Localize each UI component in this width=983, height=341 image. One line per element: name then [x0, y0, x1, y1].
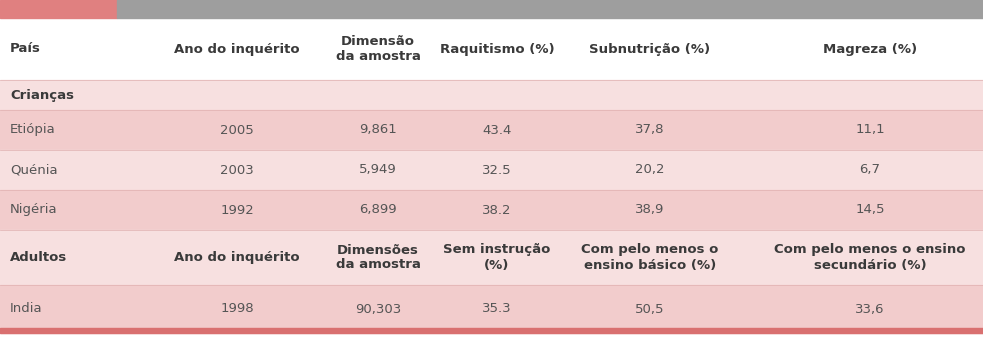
- Text: 1992: 1992: [220, 204, 254, 217]
- Text: 90,303: 90,303: [355, 302, 401, 315]
- Text: Dimensões
da amostra: Dimensões da amostra: [335, 243, 421, 271]
- Text: Com pelo menos o ensino
secundário (%): Com pelo menos o ensino secundário (%): [775, 243, 965, 271]
- Text: Etiópia: Etiópia: [10, 123, 56, 136]
- Text: Ano do inquérito: Ano do inquérito: [174, 251, 300, 264]
- Text: 6,7: 6,7: [859, 163, 881, 177]
- Text: India: India: [10, 302, 42, 315]
- Text: 2003: 2003: [220, 163, 254, 177]
- Text: Quénia: Quénia: [10, 163, 58, 177]
- Text: Adultos: Adultos: [10, 251, 67, 264]
- Text: Nigéria: Nigéria: [10, 204, 58, 217]
- Text: 5,949: 5,949: [359, 163, 397, 177]
- Bar: [0, 0, 117, 18]
- Bar: [0, 190, 983, 230]
- Text: 37,8: 37,8: [635, 123, 665, 136]
- Text: 14,5: 14,5: [855, 204, 885, 217]
- Bar: [0, 80, 983, 110]
- Text: Ano do inquérito: Ano do inquérito: [174, 43, 300, 56]
- Bar: [0, 110, 983, 150]
- Text: Sem instrução
(%): Sem instrução (%): [443, 243, 550, 271]
- Text: 20,2: 20,2: [635, 163, 665, 177]
- Text: 32.5: 32.5: [483, 163, 512, 177]
- Text: Raquitismo (%): Raquitismo (%): [439, 43, 554, 56]
- Text: 9,861: 9,861: [359, 123, 397, 136]
- Bar: [0, 150, 983, 190]
- Bar: [117, 0, 983, 18]
- Text: Crianças: Crianças: [10, 89, 74, 102]
- Text: Dimensão
da amostra: Dimensão da amostra: [335, 35, 421, 63]
- Text: 1998: 1998: [220, 302, 254, 315]
- Text: 50,5: 50,5: [635, 302, 665, 315]
- Text: 11,1: 11,1: [855, 123, 885, 136]
- Text: 43.4: 43.4: [483, 123, 512, 136]
- Text: Com pelo menos o
ensino básico (%): Com pelo menos o ensino básico (%): [581, 243, 719, 271]
- Bar: [0, 18, 983, 80]
- Text: 33,6: 33,6: [855, 302, 885, 315]
- Text: 2005: 2005: [220, 123, 254, 136]
- Text: Magreza (%): Magreza (%): [823, 43, 917, 56]
- Bar: [0, 230, 983, 285]
- Text: 6,899: 6,899: [359, 204, 397, 217]
- Text: 38.2: 38.2: [483, 204, 512, 217]
- Text: 38,9: 38,9: [635, 204, 665, 217]
- Text: 35.3: 35.3: [483, 302, 512, 315]
- Bar: [0, 285, 983, 333]
- Text: Subnutrição (%): Subnutrição (%): [590, 43, 711, 56]
- Bar: [0, 328, 983, 333]
- Text: País: País: [10, 43, 41, 56]
